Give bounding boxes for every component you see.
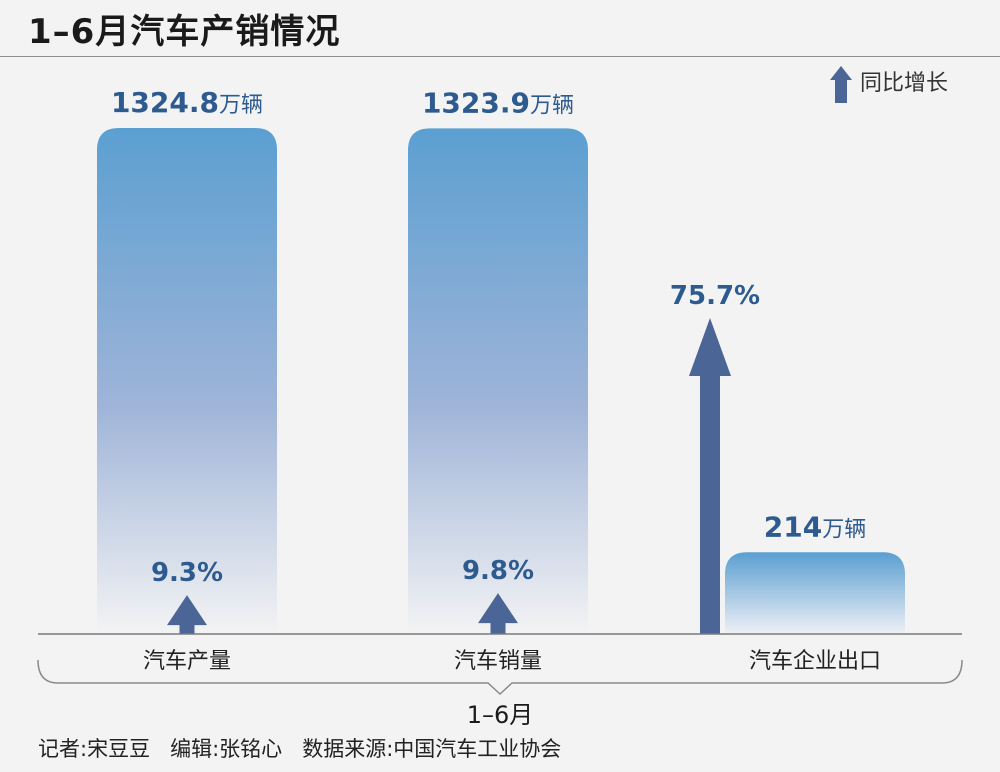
volume-label: 214万辆: [764, 510, 866, 543]
period-label: 1–6月: [467, 701, 534, 729]
footer-credits: 记者:宋豆豆 编辑:张铭心 数据来源:中国汽车工业协会: [38, 737, 562, 761]
chart-legend: 同比增长: [830, 66, 948, 103]
volume-unit: 万辆: [530, 93, 574, 118]
volume-unit: 万辆: [219, 93, 263, 118]
volume-label: 1324.8万辆: [111, 86, 263, 119]
growth-arrow-1: [167, 595, 207, 634]
growth-label: 9.3%: [151, 558, 223, 588]
volume-value: 214: [764, 510, 822, 543]
legend-arrow-icon: [830, 66, 852, 103]
growth-arrow-3: [689, 318, 731, 634]
bar-2: [408, 128, 588, 634]
growth-label: 9.8%: [462, 556, 534, 586]
legend-label: 同比增长: [860, 71, 948, 96]
category-label: 汽车销量: [454, 649, 542, 674]
volume-label: 1323.9万辆: [422, 86, 574, 119]
volume-value: 1323.9: [422, 86, 530, 119]
bar-3: [725, 552, 905, 634]
category-label: 汽车企业出口: [749, 649, 881, 674]
category-labels: 汽车产量 汽车销量 汽车企业出口: [143, 649, 881, 674]
bar-1: [97, 128, 277, 634]
period-bracket: [37, 659, 963, 696]
volume-unit: 万辆: [822, 517, 866, 542]
growth-label: 75.7%: [670, 281, 760, 311]
category-label: 汽车产量: [143, 649, 231, 674]
title-divider: [0, 56, 1000, 57]
volume-value: 1324.8: [111, 86, 219, 119]
growth-arrow-2: [478, 593, 518, 634]
page-title: 1–6月汽车产销情况: [28, 12, 341, 52]
